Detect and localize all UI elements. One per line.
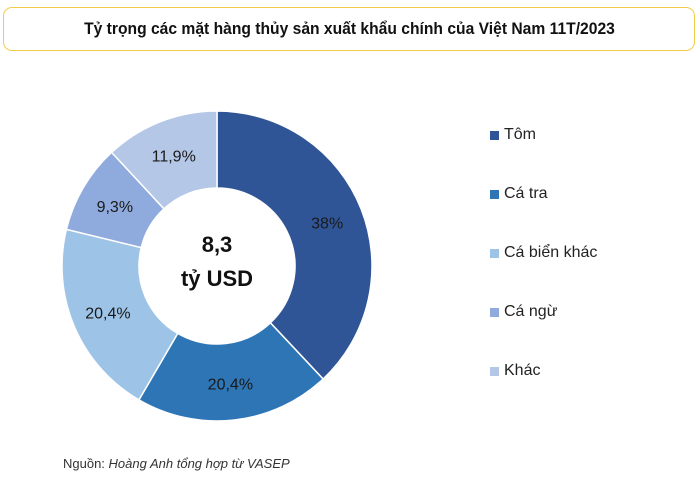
chart-title: Tỷ trọng các mặt hàng thủy sản xuất khẩu… (83, 19, 615, 38)
chart-legend: Tôm Cá tra Cá biển khác Cá ngừ Khác (490, 124, 597, 419)
slice-tom (216, 110, 373, 381)
source-note: Nguồn: Hoàng Anh tổng hợp từ VASEP (63, 456, 290, 471)
legend-swatch-icon (490, 366, 499, 376)
slice-ca-bien-khac (61, 228, 179, 401)
legend-item-ca-bien-khac: Cá biển khác (490, 242, 597, 264)
legend-swatch-icon (490, 248, 499, 258)
legend-label: Tôm (504, 126, 536, 143)
slice-ca-tra (137, 321, 325, 422)
data-label: 9,3% (97, 199, 133, 216)
legend-swatch-icon (490, 307, 499, 317)
legend-swatch-icon (490, 130, 499, 140)
legend-item-ca-tra: Cá tra (490, 183, 597, 205)
legend-label: Cá biển khác (504, 244, 598, 261)
data-label: 20,4% (208, 377, 253, 394)
source-text: Hoàng Anh tổng hợp từ VASEP (108, 456, 290, 471)
data-label: 20,4% (85, 305, 130, 322)
donut-center-label: 8,3 tỷ USD (147, 228, 287, 296)
total-unit: tỷ USD (180, 266, 254, 291)
total-value: 8,3 (201, 232, 233, 257)
legend-item-tom: Tôm (490, 124, 597, 146)
legend-label: Cá tra (504, 185, 548, 202)
chart-title-box: Tỷ trọng các mặt hàng thủy sản xuất khẩu… (3, 7, 695, 51)
legend-label: Khác (504, 362, 541, 379)
source-prefix: Nguồn: (63, 456, 105, 471)
data-label: 38% (311, 215, 343, 232)
legend-label: Cá ngừ (504, 303, 558, 320)
data-label: 11,9% (152, 149, 196, 166)
legend-swatch-icon (490, 189, 499, 199)
slice-khac (110, 110, 218, 210)
legend-item-khac: Khác (490, 360, 597, 382)
legend-item-ca-ngu: Cá ngừ (490, 301, 597, 323)
